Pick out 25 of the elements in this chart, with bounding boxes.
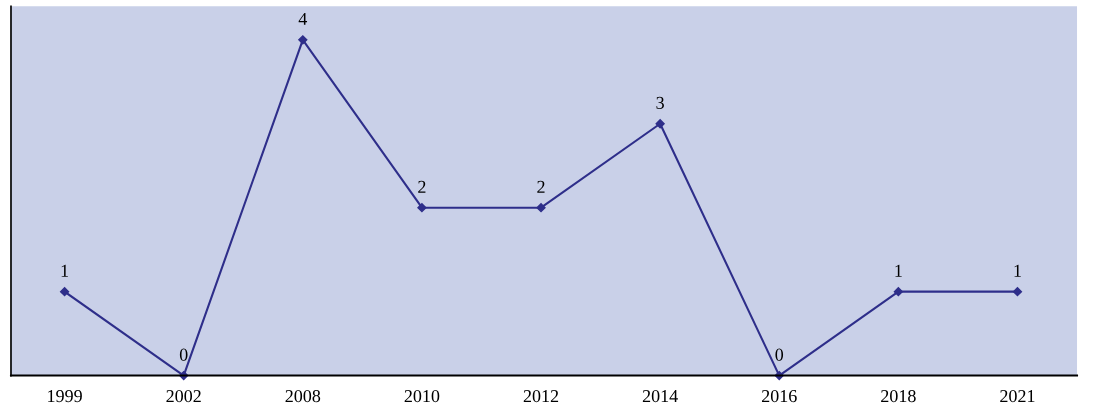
x-tick-label: 2012 — [523, 389, 559, 403]
x-tick-label: 2014 — [642, 389, 678, 403]
data-label: 1 — [1014, 264, 1021, 277]
data-label: 0 — [179, 348, 188, 361]
x-tick-label: 2002 — [166, 389, 201, 403]
data-label: 1 — [61, 264, 69, 277]
point — [893, 287, 903, 297]
x-tick-label: 2010 — [404, 389, 440, 403]
point — [536, 203, 546, 213]
data-label: 1 — [895, 264, 902, 277]
point — [417, 203, 427, 213]
x-tick-label: 2021 — [1000, 389, 1035, 403]
data-label: 2 — [418, 180, 426, 193]
data-label: 0 — [775, 348, 784, 361]
x-tick-label: 2016 — [761, 389, 797, 403]
point — [655, 119, 665, 129]
x-tick-label: 2018 — [881, 389, 916, 403]
point — [298, 35, 308, 45]
point — [59, 287, 70, 297]
x-tick-label: 1999 — [48, 390, 82, 403]
data-label: 2 — [537, 180, 545, 193]
point — [1012, 287, 1023, 297]
data-label: 3 — [656, 96, 664, 109]
data-label: 4 — [298, 12, 308, 25]
x-tick-label: 2008 — [285, 389, 321, 403]
